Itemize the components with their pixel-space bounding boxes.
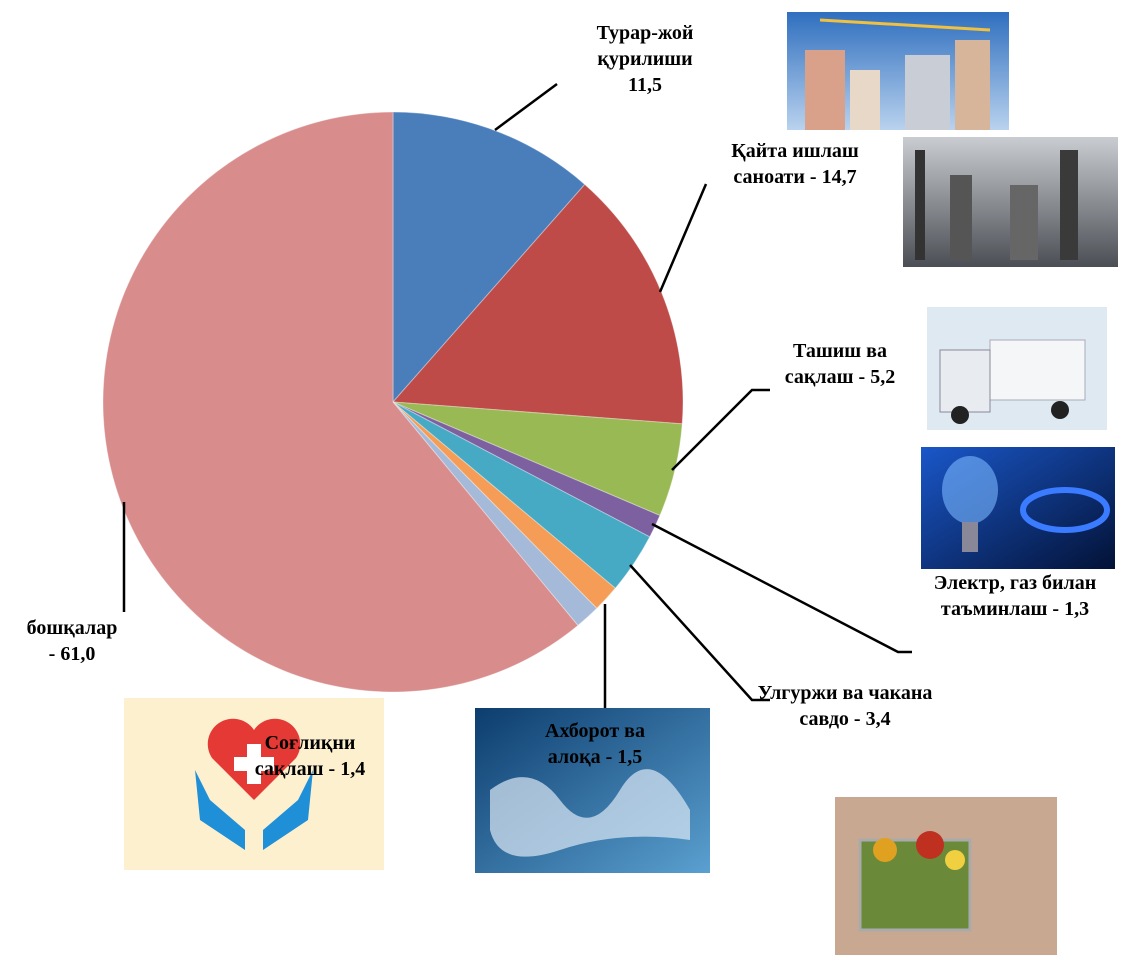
value-label: 1,4	[340, 758, 366, 780]
leader-line	[629, 564, 770, 702]
value-label: 14,7	[821, 166, 857, 188]
image-energy	[921, 447, 1115, 569]
pie-slice	[392, 111, 586, 404]
value-label: 3,4	[865, 708, 891, 730]
value-label: 61,0	[60, 643, 96, 665]
category-name: Соғлиқни сақлаш -	[254, 732, 356, 780]
slice-label: Қайта ишлаш саноати -14,7	[710, 138, 880, 190]
category-name: Ташиш ва сақлаш -	[784, 340, 887, 388]
pie-slice	[102, 111, 579, 693]
category-name: бошқалар -	[26, 617, 118, 665]
leader-line	[494, 82, 558, 132]
slice-label: Ахборот ва алоқа -1,5	[520, 718, 670, 770]
leader-line	[651, 522, 912, 654]
pie-slice	[392, 401, 598, 627]
pie-slice	[392, 401, 616, 610]
image-truck	[927, 307, 1107, 430]
image-construction	[787, 12, 1009, 130]
pie-slice	[392, 401, 651, 589]
value-label: 1,3	[1064, 598, 1090, 620]
slice-label: Улгуржи ва чакана савдо -3,4	[758, 680, 933, 732]
image-grocery	[835, 797, 1057, 955]
leader-line	[671, 388, 770, 471]
slice-label: бошқалар -61,0	[7, 615, 137, 667]
pie-slice	[392, 401, 683, 517]
value-label: 1,5	[617, 746, 643, 768]
value-label: 5,2	[870, 366, 896, 388]
image-health	[124, 698, 384, 870]
slice-label: Соғлиқни сақлаш -1,4	[235, 730, 385, 782]
leader-line	[658, 183, 708, 293]
category-name: Электр, газ билан таъминлаш -	[933, 572, 1097, 620]
value-label: 11,5	[628, 74, 662, 96]
image-world	[475, 708, 710, 873]
category-name: Турар-жой қурилиши	[596, 22, 694, 70]
category-name: Қайта ишлаш саноати -	[731, 140, 859, 188]
category-name: Улгуржи ва чакана савдо -	[757, 682, 933, 730]
slice-label: Турар-жой қурилиши 11,5	[570, 20, 720, 98]
category-name: Ахборот ва алоқа -	[545, 720, 645, 768]
pie-slice	[391, 183, 684, 425]
image-industry	[903, 137, 1118, 267]
slice-label: Электр, газ билан таъминлаш -1,3	[910, 570, 1120, 622]
slice-label: Ташиш ва сақлаш -5,2	[770, 338, 910, 390]
